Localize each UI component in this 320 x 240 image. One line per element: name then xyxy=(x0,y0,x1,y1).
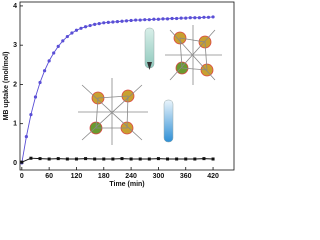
y-axis-label: MB uptake (mol/mol) xyxy=(3,52,10,121)
y-tick-label: 1 xyxy=(13,121,17,128)
data-point xyxy=(120,19,124,23)
data-point xyxy=(74,157,78,161)
inset-vial-1 xyxy=(144,27,155,70)
data-point xyxy=(42,69,47,73)
data-point xyxy=(29,113,33,117)
inset-vial-2 xyxy=(163,99,174,143)
plot-frame xyxy=(19,1,235,171)
data-point xyxy=(202,157,206,161)
data-point xyxy=(93,157,97,161)
data-point xyxy=(211,15,215,19)
data-point xyxy=(170,16,174,21)
chart: Time (min) MB uptake (mol/mol) 0 60 120 180… xyxy=(3,1,235,188)
data-point xyxy=(111,157,115,161)
data-point xyxy=(175,16,179,21)
y-tick-label: 0 xyxy=(13,160,17,167)
data-point xyxy=(197,16,201,20)
data-point xyxy=(129,18,133,23)
data-point xyxy=(161,17,165,21)
data-point xyxy=(124,19,129,23)
inset-molecule-1 xyxy=(165,25,222,85)
data-point xyxy=(206,15,211,19)
data-point xyxy=(211,157,215,161)
data-point xyxy=(83,25,88,29)
data-point xyxy=(147,157,151,161)
data-point xyxy=(33,95,38,99)
data-point xyxy=(38,157,42,161)
data-point xyxy=(24,135,28,139)
data-point xyxy=(152,17,156,21)
data-point xyxy=(156,17,161,21)
data-point xyxy=(56,44,60,48)
data-point xyxy=(102,21,106,25)
x-tick-label: 360 xyxy=(180,173,192,180)
data-point xyxy=(184,16,188,20)
data-point xyxy=(143,18,147,22)
x-tick-label: 420 xyxy=(207,173,219,180)
data-point xyxy=(102,157,106,161)
data-point xyxy=(193,16,197,20)
data-point xyxy=(88,23,92,28)
data-point xyxy=(115,20,120,24)
data-point xyxy=(65,157,69,161)
data-point xyxy=(93,22,97,26)
data-point xyxy=(165,17,170,21)
data-point xyxy=(184,157,188,161)
data-point xyxy=(188,16,192,20)
data-point xyxy=(79,26,83,30)
data-point xyxy=(52,51,56,55)
data-point xyxy=(29,156,33,160)
data-point xyxy=(138,157,142,161)
series-line xyxy=(21,157,214,163)
data-point xyxy=(179,16,183,20)
data-point xyxy=(56,157,60,161)
data-point xyxy=(74,28,79,32)
data-point xyxy=(20,160,24,164)
data-point xyxy=(84,157,88,161)
y-tick-label: 3 xyxy=(13,42,17,49)
x-tick-label: 120 xyxy=(71,173,83,180)
data-point xyxy=(38,80,42,85)
y-tick-label: 4 xyxy=(13,3,17,10)
data-point xyxy=(156,157,160,161)
x-tick-label: 60 xyxy=(45,173,53,180)
data-point xyxy=(97,21,101,26)
y-tick-label: 2 xyxy=(13,81,17,88)
inset-molecule-2 xyxy=(78,78,148,145)
data-point xyxy=(134,18,138,22)
data-point xyxy=(61,39,65,43)
data-point xyxy=(138,18,142,22)
data-point xyxy=(47,59,51,63)
data-point xyxy=(166,157,170,161)
data-point xyxy=(47,157,51,161)
data-point xyxy=(70,31,74,35)
x-tick-label: 240 xyxy=(125,173,137,180)
data-point xyxy=(106,20,110,25)
data-point xyxy=(120,157,124,161)
data-point xyxy=(175,157,179,161)
data-point xyxy=(202,15,206,19)
x-tick-label: 300 xyxy=(153,173,165,180)
data-point xyxy=(147,18,151,22)
data-point xyxy=(193,157,197,161)
page: {"chart_data": {"type": "line", "x_label… xyxy=(2,1,235,188)
x-tick-label: 0 xyxy=(20,173,24,180)
data-point xyxy=(111,20,115,24)
x-tick-label: 180 xyxy=(98,173,110,180)
x-axis-label: Time (min) xyxy=(109,181,144,188)
data-point xyxy=(65,34,69,39)
data-point xyxy=(129,157,133,161)
